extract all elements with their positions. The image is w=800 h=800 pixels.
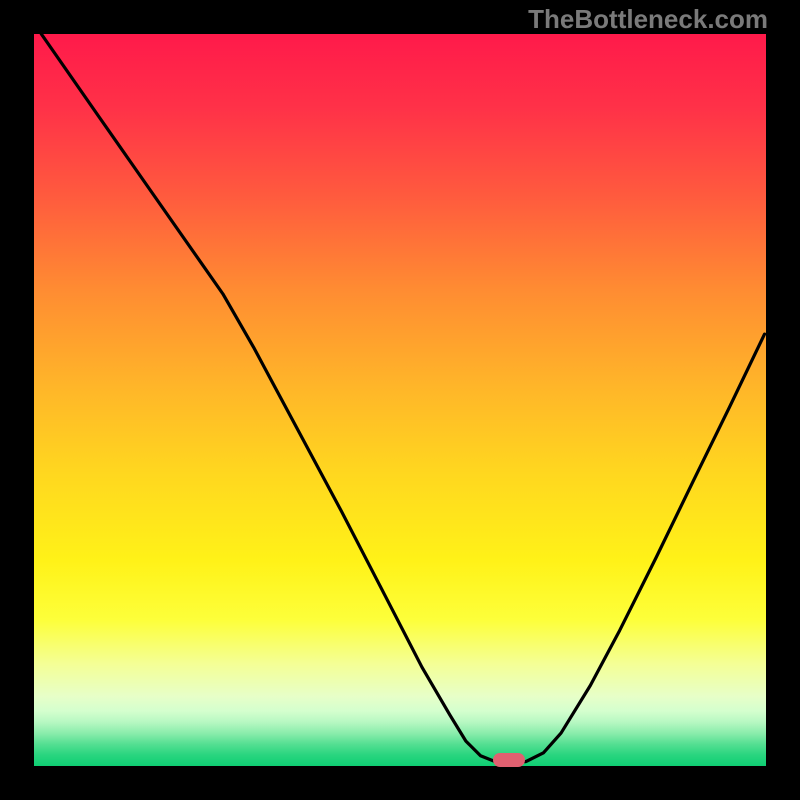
plot-area	[34, 34, 766, 766]
chart-container: TheBottleneck.com	[0, 0, 800, 800]
bottleneck-curve	[34, 34, 766, 766]
watermark-text: TheBottleneck.com	[528, 4, 768, 35]
optimal-marker	[493, 753, 525, 767]
